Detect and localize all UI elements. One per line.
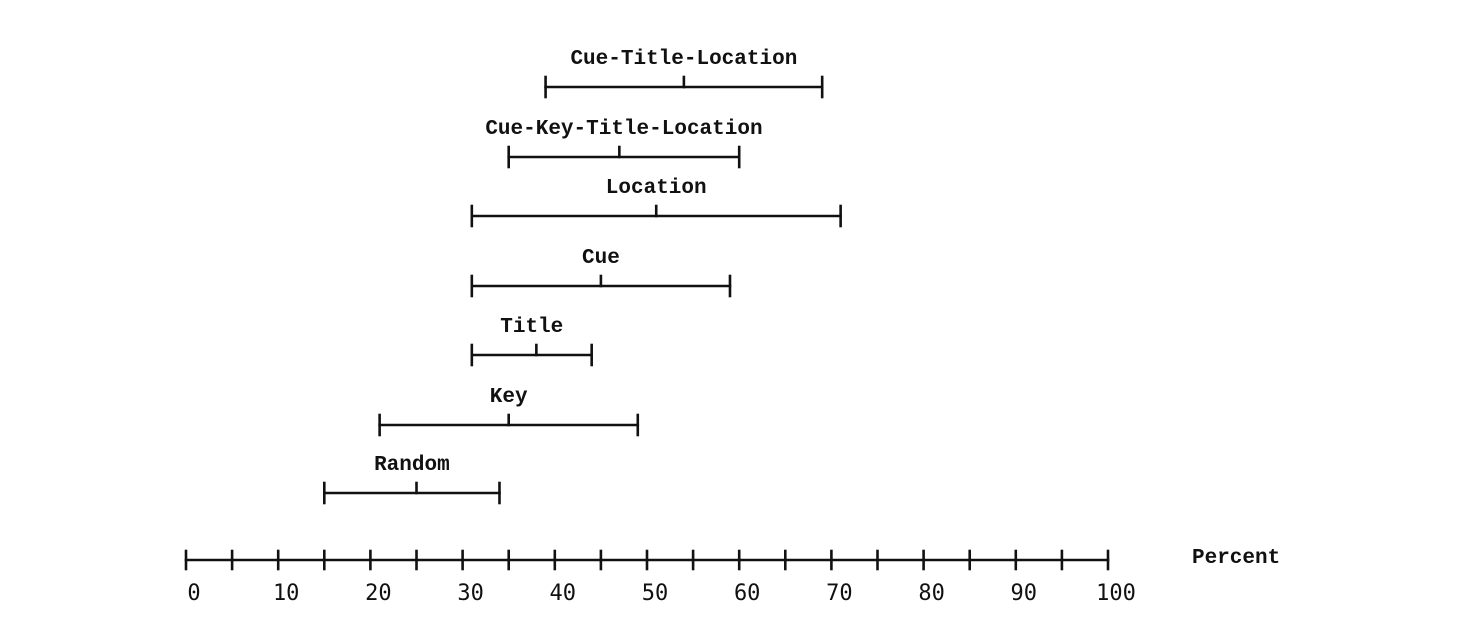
x-tick-label: 50 [642, 581, 669, 606]
x-tick-label: 40 [550, 581, 577, 606]
range-label: Location [606, 177, 707, 200]
x-tick-label: 90 [1011, 581, 1038, 606]
x-tick-label: 30 [457, 581, 484, 606]
range-label: Cue-Title-Location [570, 48, 797, 71]
range-item: Random [322, 454, 501, 505]
range-item: Cue [470, 247, 732, 298]
x-tick-label: 60 [734, 581, 761, 606]
x-axis: 0 10 20 30 40 50 60 70 80 90 100 [184, 549, 1136, 606]
x-tick-label: 0 [187, 581, 200, 606]
range-bars: Cue-Title-Location Cue-Key-Title-Location… [322, 48, 842, 505]
x-axis-title: Percent [1192, 547, 1280, 570]
range-item: Cue-Title-Location [544, 48, 824, 99]
range-label: Cue-Key-Title-Location [485, 118, 762, 141]
x-tick-label: 20 [365, 581, 392, 606]
range-label: Random [374, 454, 450, 477]
range-item: Cue-Key-Title-Location [485, 118, 763, 169]
x-tick-label: 100 [1096, 581, 1136, 606]
range-label: Key [490, 386, 528, 409]
range-item: Title [470, 316, 593, 367]
range-item: Location [470, 177, 842, 228]
range-label: Title [500, 316, 563, 339]
x-tick-label: 80 [918, 581, 945, 606]
range-item: Key [378, 386, 640, 437]
range-label: Cue [582, 247, 620, 270]
x-tick-label: 70 [826, 581, 853, 606]
x-tick-label: 10 [273, 581, 300, 606]
